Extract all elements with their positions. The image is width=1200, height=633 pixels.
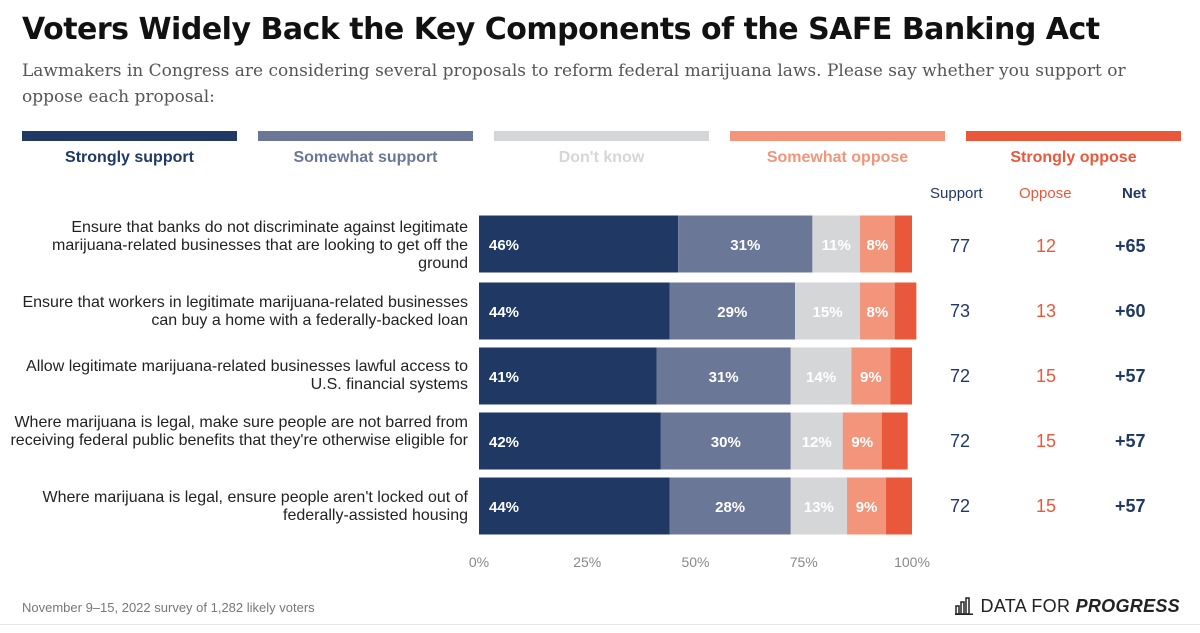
legend-swatch-strongly-support bbox=[22, 131, 237, 141]
legend-item-strongly-oppose: Strongly oppose bbox=[966, 131, 1181, 167]
bar-segment bbox=[860, 215, 895, 273]
column-header-oppose: Oppose bbox=[1019, 185, 1072, 202]
bar-data-label: 31% bbox=[730, 237, 760, 254]
bar-segment bbox=[479, 215, 679, 273]
bar-segment bbox=[790, 347, 852, 405]
bar-segment bbox=[656, 347, 791, 405]
bar-segment bbox=[894, 215, 912, 273]
row-label-2: Ensure that workers in legitimate mariju… bbox=[22, 294, 468, 329]
bar-data-label: 14% bbox=[806, 369, 836, 386]
legend-label-strongly-oppose: Strongly oppose bbox=[1010, 149, 1137, 166]
bar-segment bbox=[851, 347, 891, 405]
legend: Strongly support Somewhat support Don't … bbox=[22, 131, 1182, 171]
bar-data-label: 42% bbox=[489, 434, 519, 451]
x-tick-label: 50% bbox=[681, 554, 709, 570]
x-tick-label: 75% bbox=[790, 554, 818, 570]
x-tick-label: 0% bbox=[469, 554, 489, 570]
bar-segment bbox=[890, 347, 912, 405]
bar-segment bbox=[842, 412, 882, 470]
row-oppose-1: 12 bbox=[1036, 236, 1057, 256]
legend-swatch-dont-know bbox=[494, 131, 709, 141]
bar-segment bbox=[479, 477, 670, 535]
bar-data-label: 9% bbox=[851, 434, 873, 451]
x-tick-label: 100% bbox=[894, 554, 930, 570]
bar-data-label: 44% bbox=[489, 304, 519, 321]
bar-data-label: 8% bbox=[867, 237, 889, 254]
bar-segment bbox=[847, 477, 887, 535]
row-support-4: 72 bbox=[950, 431, 971, 451]
bar-segment bbox=[860, 282, 895, 340]
bar-segment bbox=[669, 477, 791, 535]
chart-title: Voters Widely Back the Key Components of… bbox=[22, 12, 1100, 47]
legend-item-somewhat-oppose: Somewhat oppose bbox=[730, 131, 945, 167]
legend-item-dont-know: Don't know bbox=[494, 131, 709, 167]
bar-data-label: 28% bbox=[715, 499, 745, 516]
row-label-1: Ensure that banks do not discriminate ag… bbox=[52, 219, 468, 272]
footnote: November 9–15, 2022 survey of 1,282 like… bbox=[22, 600, 315, 615]
bar-segment bbox=[479, 347, 657, 405]
bar-data-label: 41% bbox=[489, 369, 519, 386]
legend-swatch-somewhat-support bbox=[258, 131, 473, 141]
row-net-3: +57 bbox=[1115, 366, 1146, 386]
legend-item-somewhat-support: Somewhat support bbox=[258, 131, 473, 167]
bar-segment bbox=[678, 215, 813, 273]
bar-data-label: 29% bbox=[717, 304, 747, 321]
row-oppose-5: 15 bbox=[1036, 496, 1057, 516]
legend-item-strongly-support: Strongly support bbox=[22, 131, 237, 167]
legend-label-dont-know: Don't know bbox=[558, 149, 645, 166]
row-net-4: +57 bbox=[1115, 431, 1146, 451]
bar-segment bbox=[660, 412, 791, 470]
logo-text: DATA FOR PROGRESS bbox=[981, 596, 1180, 617]
legend-label-strongly-support: Strongly support bbox=[65, 149, 194, 166]
column-header-support: Support bbox=[930, 185, 983, 202]
bar-segment bbox=[790, 412, 843, 470]
bar-segment bbox=[795, 282, 861, 340]
row-oppose-3: 15 bbox=[1036, 366, 1057, 386]
x-tick-label: 25% bbox=[573, 554, 601, 570]
legend-swatch-somewhat-oppose bbox=[730, 131, 945, 141]
data-for-progress-logo: DATA FOR PROGRESS bbox=[954, 594, 1180, 618]
chart-subtitle: Lawmakers in Congress are considering se… bbox=[22, 61, 1126, 107]
logo-text-regular: DATA FOR bbox=[980, 595, 1076, 616]
bar-segment bbox=[894, 282, 917, 340]
row-support-3: 72 bbox=[950, 366, 971, 386]
bar-data-label: 8% bbox=[867, 304, 889, 321]
bar-data-label: 13% bbox=[804, 499, 834, 516]
logo-text-bold: PROGRESS bbox=[1075, 595, 1180, 616]
row-net-2: +60 bbox=[1115, 301, 1146, 321]
bar-segment bbox=[881, 412, 908, 470]
bar-data-label: 15% bbox=[813, 304, 843, 321]
bar-data-label: 31% bbox=[709, 369, 739, 386]
bar-segment bbox=[790, 477, 848, 535]
row-net-1: +65 bbox=[1115, 236, 1146, 256]
bar-chart-icon bbox=[954, 597, 973, 615]
bar-data-label: 30% bbox=[711, 434, 741, 451]
bar-data-label: 12% bbox=[802, 434, 832, 451]
bar-data-label: 44% bbox=[489, 499, 519, 516]
bar-segment bbox=[812, 215, 861, 273]
row-support-2: 73 bbox=[950, 301, 971, 321]
legend-label-somewhat-oppose: Somewhat oppose bbox=[766, 149, 909, 166]
row-oppose-4: 15 bbox=[1036, 431, 1057, 451]
bar-segment bbox=[886, 477, 912, 535]
column-header-net: Net bbox=[1122, 185, 1147, 202]
legend-swatch-strongly-oppose bbox=[966, 131, 1181, 141]
bar-segment bbox=[479, 412, 661, 470]
bar-data-label: 9% bbox=[860, 369, 882, 386]
row-label-3: Allow legitimate marijuana-related busin… bbox=[26, 358, 468, 393]
bar-segment bbox=[669, 282, 796, 340]
row-label-4: Where marijuana is legal, make sure peop… bbox=[10, 414, 468, 449]
bar-data-label: 9% bbox=[856, 499, 878, 516]
bottom-divider bbox=[0, 624, 1200, 625]
bar-segment bbox=[479, 282, 670, 340]
row-net-5: +57 bbox=[1115, 496, 1146, 516]
legend-label-somewhat-support: Somewhat support bbox=[293, 149, 438, 166]
row-oppose-2: 13 bbox=[1036, 301, 1057, 321]
row-support-5: 72 bbox=[950, 496, 971, 516]
row-label-5: Where marijuana is legal, ensure people … bbox=[42, 489, 468, 524]
bar-data-label: 46% bbox=[489, 237, 519, 254]
bar-data-label: 11% bbox=[822, 237, 851, 254]
row-support-1: 77 bbox=[950, 236, 971, 256]
